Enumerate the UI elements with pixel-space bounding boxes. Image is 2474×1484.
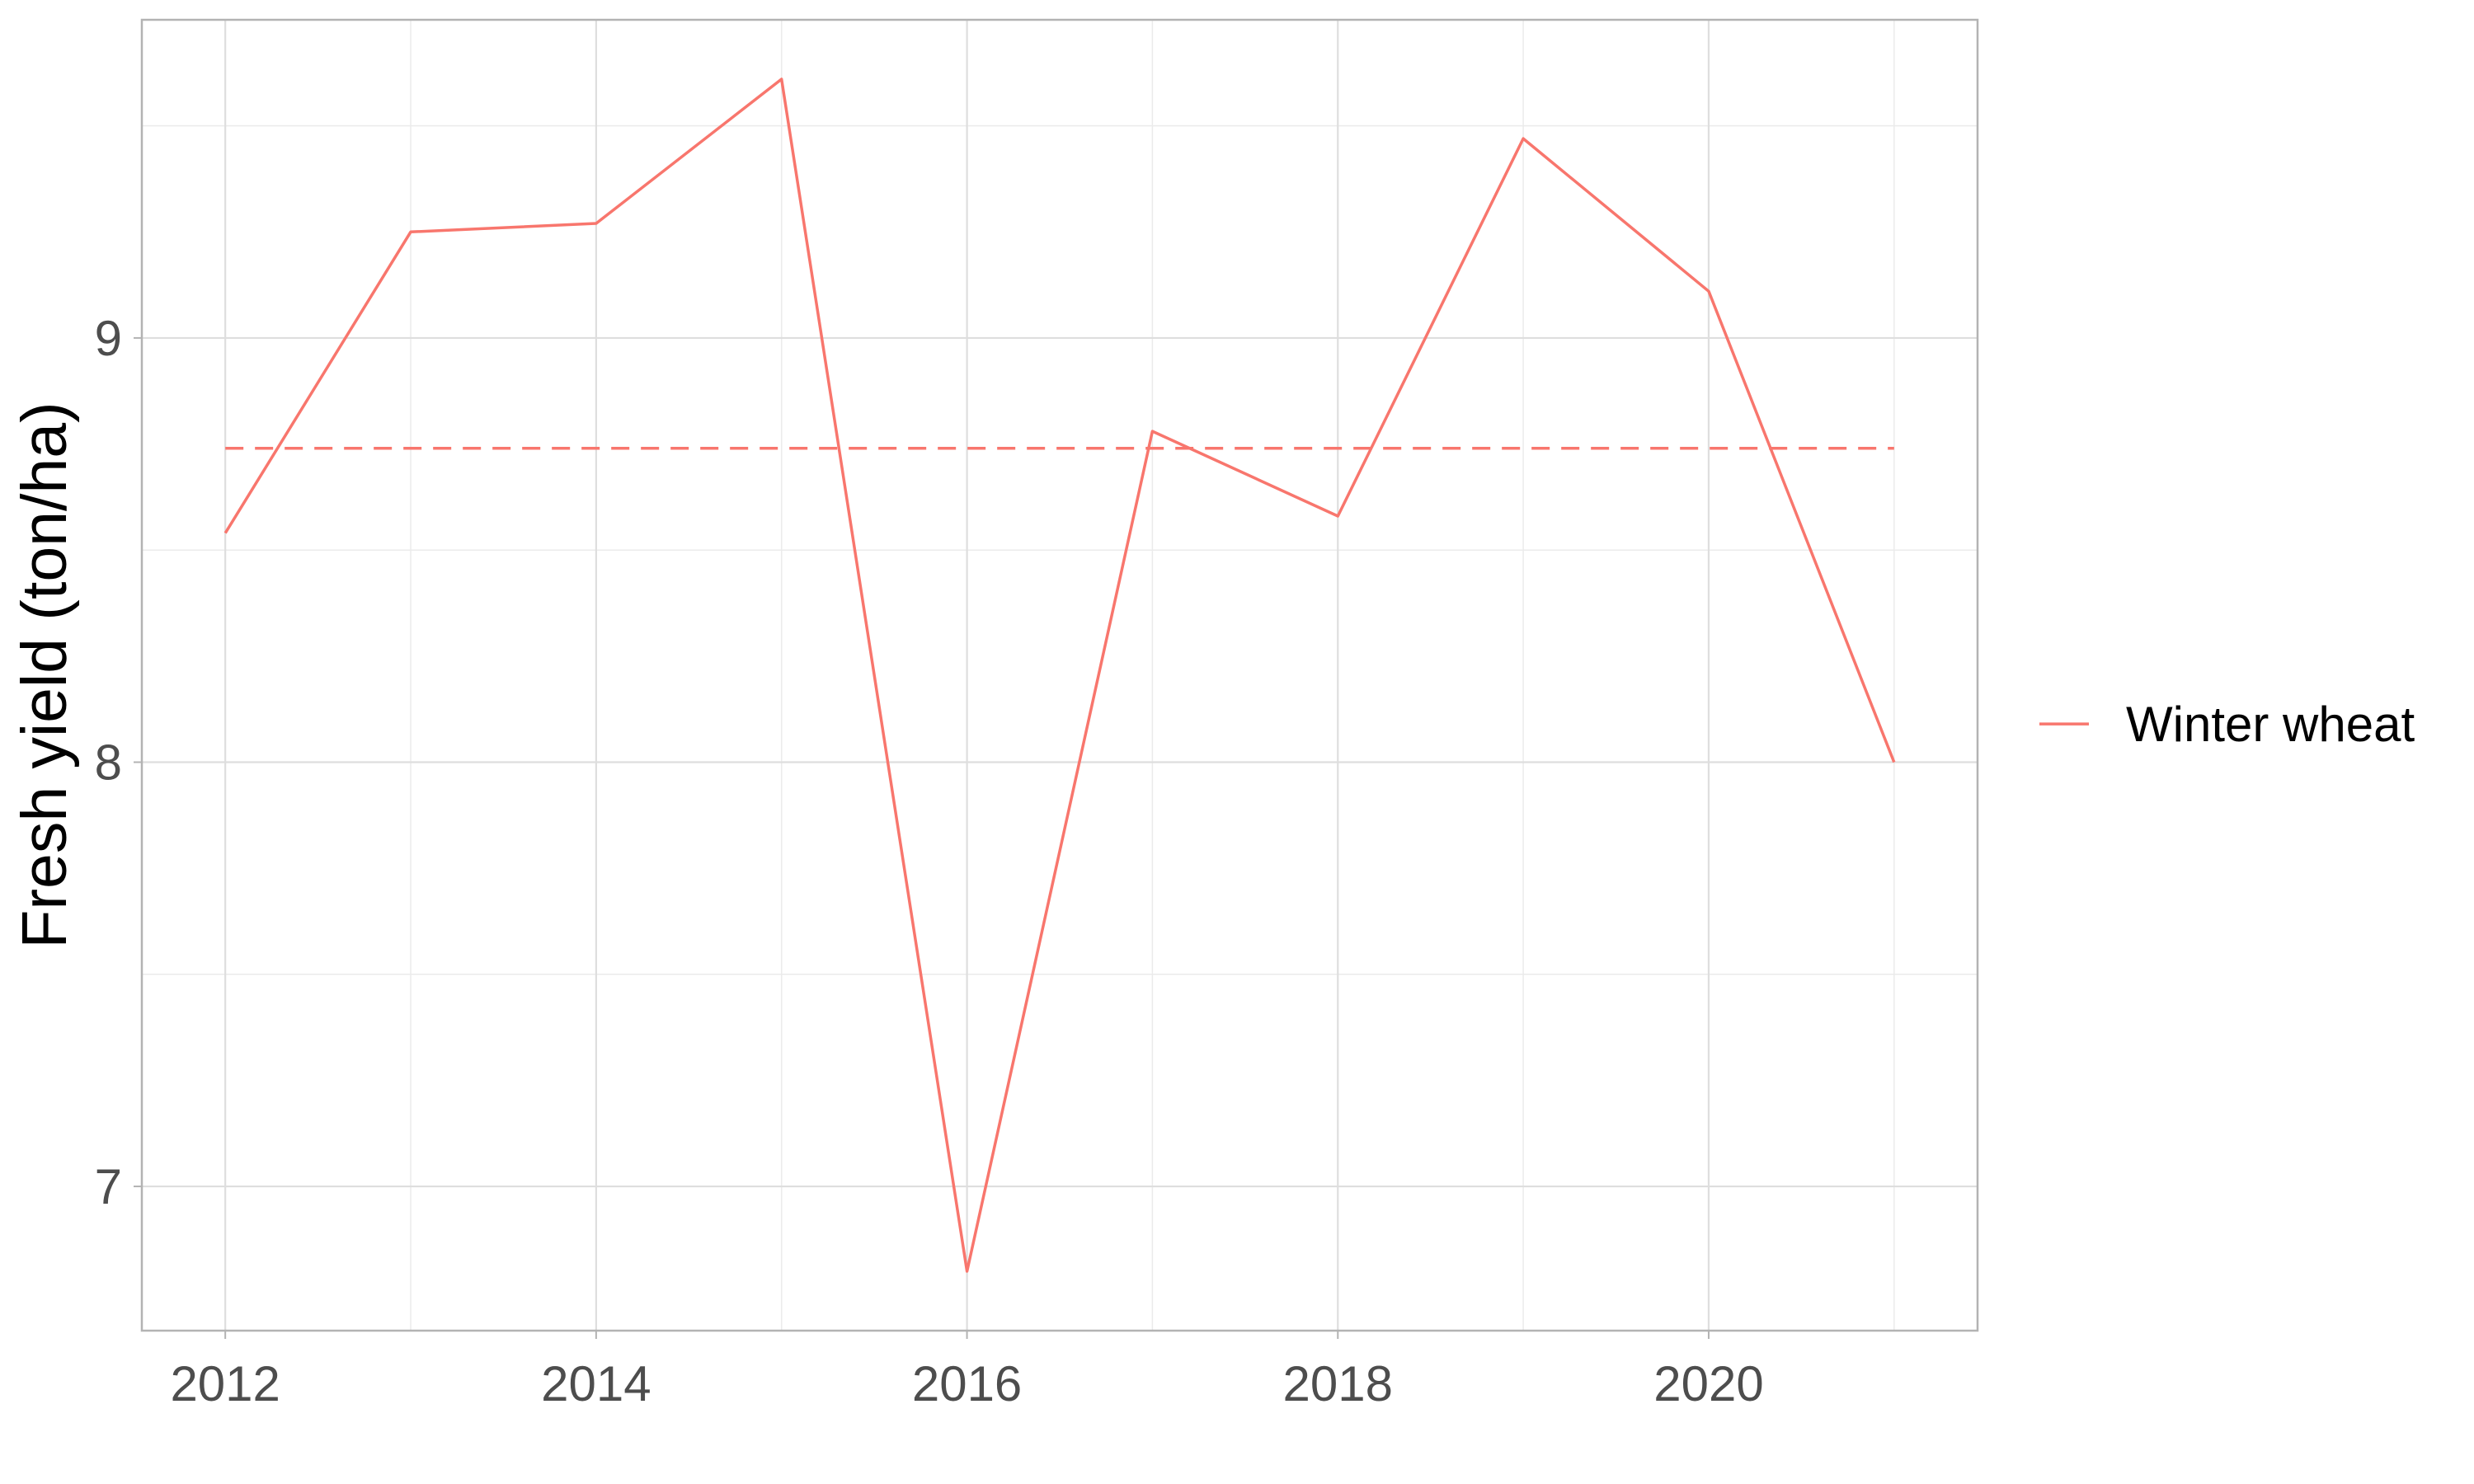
x-tick-label: 2012 [170, 1356, 280, 1411]
x-tick-label: 2020 [1653, 1356, 1763, 1411]
y-tick-label: 9 [95, 311, 122, 366]
x-axis-ticks: 2012 2014 2016 2018 2020 [170, 1331, 1764, 1411]
series-lines [223, 77, 1896, 1273]
series-line-0 [223, 77, 1896, 1273]
minor-gridlines [142, 20, 1978, 1331]
y-tick-label: 8 [95, 735, 122, 790]
x-tick-label: 2014 [541, 1356, 651, 1411]
major-gridlines [142, 20, 1978, 1331]
y-axis-ticks: 7 8 9 [95, 311, 142, 1214]
x-tick-label: 2018 [1283, 1356, 1393, 1411]
y-axis-title: Fresh yield (ton/ha) [9, 402, 80, 948]
plot-panel-border [140, 18, 1979, 1332]
legend-label-0: Winter wheat [2126, 697, 2415, 752]
y-tick-label: 7 [95, 1159, 122, 1214]
x-tick-label: 2016 [912, 1356, 1022, 1411]
legend: Winter wheat [2039, 697, 2415, 752]
